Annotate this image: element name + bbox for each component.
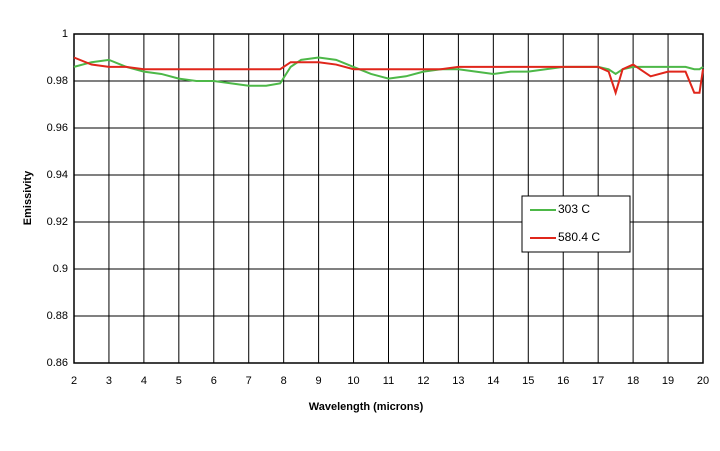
y-tick-label: 0.96	[47, 122, 68, 134]
y-tick-label: 1	[62, 28, 68, 40]
y-tick-label: 0.92	[47, 216, 68, 228]
x-tick-label: 3	[106, 375, 112, 387]
x-tick-label: 9	[316, 375, 322, 387]
x-axis-label: Wavelength (microns)	[309, 401, 424, 413]
x-tick-label: 17	[592, 375, 604, 387]
data-line	[73, 56, 704, 97]
y-tick-label: 0.86	[47, 357, 68, 369]
y-tick-label: 0.94	[47, 169, 68, 181]
legend-label: 580.4 C	[558, 230, 600, 244]
x-tick-label: 4	[141, 375, 147, 387]
legend-box	[521, 195, 631, 253]
y-axis-label: Emissivity	[22, 170, 34, 225]
x-tick-label: 7	[246, 375, 252, 387]
x-tick-label: 16	[557, 375, 569, 387]
x-tick-label: 15	[522, 375, 534, 387]
x-tick-label: 11	[383, 375, 394, 387]
x-tick-label: 14	[487, 375, 499, 387]
x-tick-label: 10	[347, 375, 359, 387]
x-tick-label: 13	[452, 375, 464, 387]
y-tick-label: 0.98	[47, 75, 68, 87]
x-tick-label: 18	[627, 375, 639, 387]
x-tick-label: 5	[176, 375, 182, 387]
legend-label: 303 C	[558, 202, 590, 216]
y-tick-label: 0.9	[53, 263, 68, 275]
x-tick-label: 8	[281, 375, 287, 387]
x-tick-label: 12	[417, 375, 429, 387]
x-tick-label: 6	[211, 375, 217, 387]
y-tick-label: 0.88	[47, 310, 68, 322]
x-tick-label: 19	[662, 375, 674, 387]
x-tick-label: 2	[71, 375, 77, 387]
plot-frame	[73, 33, 704, 364]
x-tick-label: 20	[697, 375, 709, 387]
